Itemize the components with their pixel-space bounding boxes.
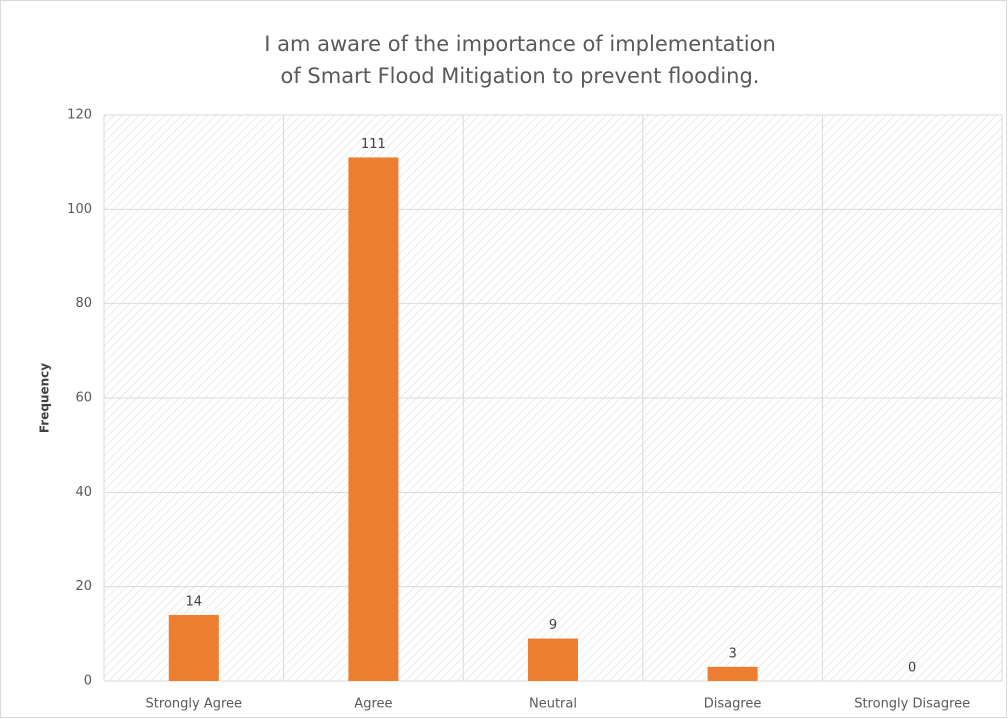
data-label: 3: [728, 646, 736, 661]
y-tick-label: 60: [75, 391, 92, 406]
x-tick-label: Strongly Agree: [146, 697, 243, 712]
y-axis-label: Frequency: [38, 363, 52, 433]
chart-title: I am aware of the importance of implemen…: [264, 32, 776, 88]
x-tick-label: Strongly Disagree: [854, 697, 970, 712]
data-label: 14: [186, 594, 203, 609]
y-tick-label: 40: [75, 485, 92, 500]
bar: [348, 157, 399, 681]
y-tick-label: 80: [75, 296, 92, 311]
x-tick-label: Agree: [354, 697, 392, 712]
bar: [707, 666, 758, 681]
data-label: 9: [549, 618, 557, 633]
y-tick-label: 120: [67, 108, 92, 123]
y-tick-label: 0: [84, 674, 92, 689]
bar: [528, 638, 578, 681]
y-tick-label: 100: [67, 202, 92, 217]
bar: [168, 614, 219, 681]
x-tick-label: Disagree: [704, 697, 762, 712]
y-tick-label: 20: [75, 579, 92, 594]
x-tick-label: Neutral: [529, 697, 577, 712]
data-label: 0: [908, 661, 916, 676]
data-label: 111: [361, 137, 386, 152]
